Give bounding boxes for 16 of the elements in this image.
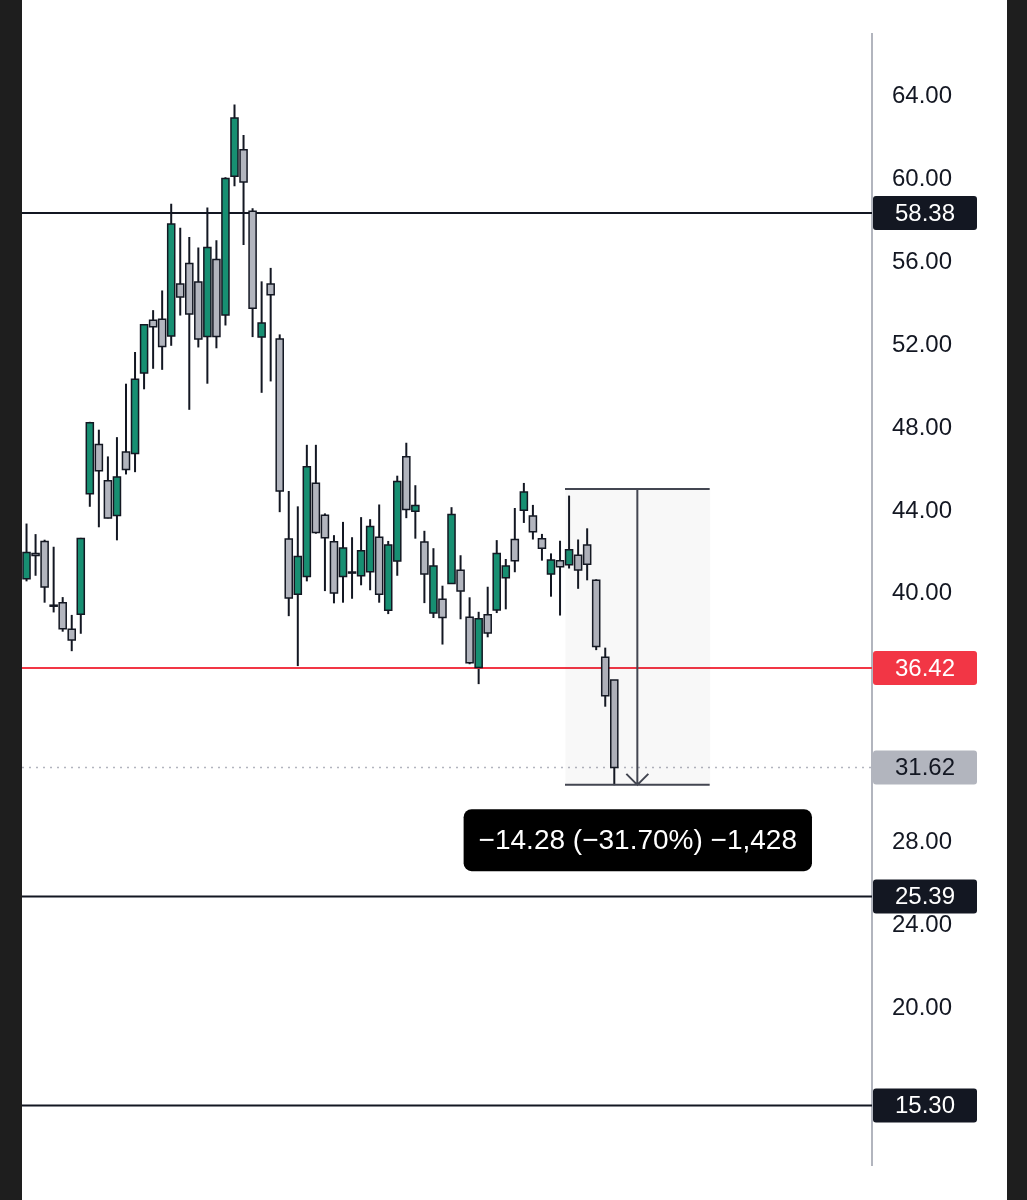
y-tick-label: 28.00 — [892, 827, 953, 855]
y-tick-label: 60.00 — [892, 164, 953, 192]
y-tick-label: 44.00 — [892, 495, 953, 523]
y-tick-label: 64.00 — [892, 81, 953, 109]
band-label: −14.28 (−31.70%) −1,428 — [478, 823, 797, 855]
ref-line-label: 58.38 — [894, 198, 956, 226]
ref-line-label: 36.42 — [894, 653, 956, 681]
ref-line-label: 25.39 — [894, 882, 956, 910]
y-tick-label: 40.00 — [892, 578, 953, 606]
ref-line-label: 15.30 — [894, 1091, 956, 1119]
y-tick-label: 56.00 — [892, 246, 953, 274]
y-tick-label: 20.00 — [892, 992, 953, 1020]
y-tick-label: 24.00 — [892, 909, 953, 937]
y-tick-label: 48.00 — [892, 412, 953, 440]
y-tick-label: 52.00 — [892, 329, 953, 357]
ref-line-label: 31.62 — [894, 753, 956, 781]
